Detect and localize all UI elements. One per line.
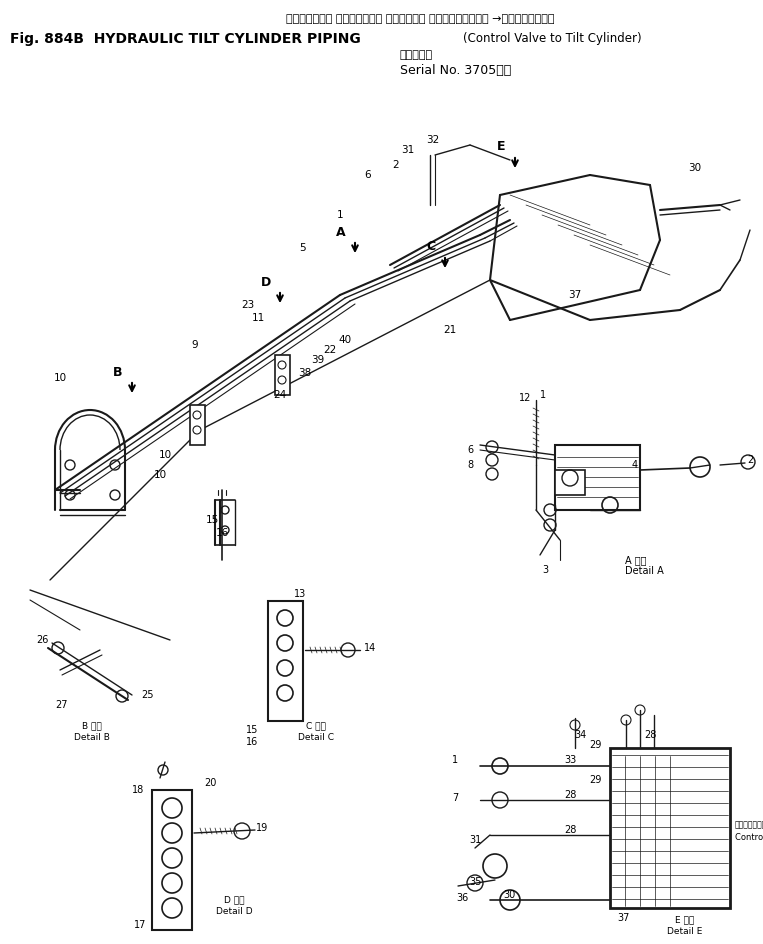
Text: 10: 10 [159,450,172,460]
Text: （適用号機: （適用号機 [400,50,433,60]
Text: Serial No. 3705～）: Serial No. 3705～） [400,64,511,77]
Text: Fig. 884B  HYDRAULIC TILT CYLINDER PIPING: Fig. 884B HYDRAULIC TILT CYLINDER PIPING [10,32,361,46]
Text: 30: 30 [688,163,701,173]
Text: 18: 18 [132,785,144,795]
Bar [152,790,192,930]
Text: C 詳細: C 詳細 [306,721,326,731]
Text: 21: 21 [443,325,456,335]
Text: 5: 5 [298,243,305,253]
Text: 15: 15 [205,515,219,525]
Text: 8: 8 [467,460,473,470]
Text: 29: 29 [589,775,601,785]
Text: 2: 2 [747,455,753,465]
Text: 28: 28 [564,825,576,835]
Text: Detail D: Detail D [216,906,253,916]
Text: 2: 2 [393,160,399,170]
Text: Detail A: Detail A [625,566,664,576]
Text: 10: 10 [153,470,166,480]
Text: E: E [497,141,505,154]
Text: 29: 29 [589,740,601,750]
Text: 16: 16 [246,737,258,747]
Text: Detail E: Detail E [668,926,703,936]
Text: 30: 30 [503,890,515,900]
Text: E 詳細: E 詳細 [675,916,694,924]
Text: 1: 1 [452,755,458,765]
Text: 31: 31 [401,145,414,155]
Text: 9: 9 [192,340,198,350]
Text: 7: 7 [452,793,458,803]
Text: 39: 39 [311,355,324,365]
Text: 24: 24 [273,390,287,400]
Text: 26: 26 [36,635,48,645]
Bar [555,470,585,495]
Text: 13: 13 [294,589,306,599]
Text: 16: 16 [215,528,229,538]
Bar [190,405,205,445]
Text: 20: 20 [204,778,216,788]
Text: B 詳細: B 詳細 [82,721,102,731]
Text: 19: 19 [256,823,268,833]
Text: (Control Valve to Tilt Cylinder): (Control Valve to Tilt Cylinder) [463,32,642,45]
Text: Detail B: Detail B [74,733,110,741]
Text: 11: 11 [251,313,265,323]
Text: 28: 28 [644,730,656,740]
Text: 32: 32 [427,135,439,145]
Text: 35: 35 [468,877,481,887]
Text: 1: 1 [336,210,343,220]
Text: 27: 27 [56,700,68,710]
Text: 36: 36 [456,893,468,903]
Text: 14: 14 [364,643,376,653]
Text: 34: 34 [574,730,586,740]
Text: 31: 31 [469,835,481,845]
Text: D: D [261,276,271,289]
Bar [555,445,640,510]
Text: ハイドロリック チルトシリンダ パイピング（ コントロールバルブ →チルトシリンダ）: ハイドロリック チルトシリンダ パイピング（ コントロールバルブ →チルトシリン… [286,14,554,24]
Text: D 詳細: D 詳細 [224,896,244,904]
Text: 15: 15 [246,725,258,735]
Bar [275,355,290,395]
Text: 17: 17 [134,920,146,930]
Text: 22: 22 [324,345,336,355]
Text: A 詳細: A 詳細 [625,555,646,565]
Text: 4: 4 [632,460,638,470]
Text: 6: 6 [467,445,473,455]
Text: 40: 40 [339,335,352,345]
Text: 3: 3 [542,565,548,575]
Text: Control Valve: Control Valve [735,833,763,841]
Text: C: C [427,241,436,254]
Text: 37: 37 [568,290,581,300]
Text: 38: 38 [298,368,311,378]
Text: B: B [113,365,123,379]
Bar [268,601,303,721]
Text: Detail C: Detail C [298,733,334,741]
Text: 33: 33 [564,755,576,765]
Bar [610,748,730,908]
Text: 6: 6 [365,170,372,180]
Text: 10: 10 [53,373,66,383]
Text: 37: 37 [618,913,630,923]
Text: 28: 28 [564,790,576,800]
Text: 1: 1 [540,390,546,400]
Text: A: A [336,226,346,239]
Text: 12: 12 [519,393,531,403]
Text: 23: 23 [241,300,255,310]
Text: 25: 25 [142,690,154,700]
Text: コントロールバルブ: コントロールバルブ [735,820,763,830]
